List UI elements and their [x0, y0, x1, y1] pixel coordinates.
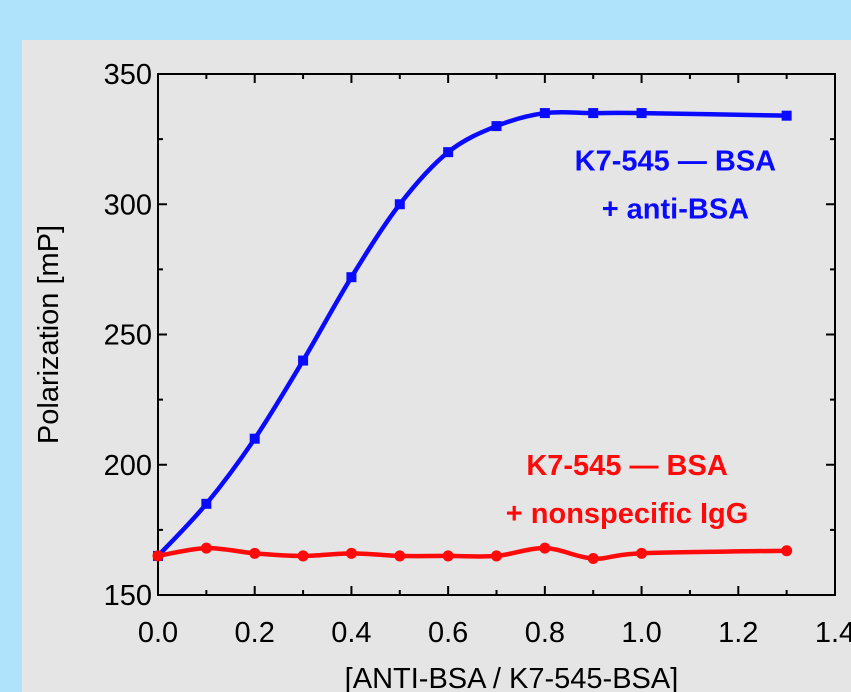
- series-1-point: [443, 147, 454, 158]
- series-1-annotation-line: K7-545 — BSA: [575, 145, 777, 177]
- x-axis-title: [ANTI-BSA / K7-545-BSA]: [345, 663, 679, 692]
- series-2-point: [539, 542, 551, 554]
- x-tick-label: 0.0: [138, 617, 178, 649]
- series-2-point: [394, 550, 406, 562]
- series-1-point: [588, 108, 599, 119]
- series-1-point: [346, 272, 357, 283]
- x-tick-label: 1.0: [621, 617, 661, 649]
- y-tick-label: 300: [104, 189, 152, 221]
- x-tick-label: 1.2: [718, 617, 758, 649]
- plot-panel: [22, 40, 851, 692]
- series-1-point: [394, 199, 405, 210]
- y-axis-title: Polarization [mP]: [33, 225, 65, 444]
- series-1-point: [201, 498, 212, 509]
- series-2-point: [491, 550, 502, 562]
- series-2-point: [345, 547, 357, 559]
- series-2-point: [200, 542, 212, 554]
- series-2-point: [636, 547, 648, 559]
- series-2-point: [297, 550, 309, 562]
- series-1-point: [298, 355, 309, 366]
- series-2-point: [781, 545, 793, 557]
- y-tick-label: 200: [104, 450, 152, 482]
- y-tick-label: 250: [104, 320, 152, 352]
- x-tick-label: 1.4: [815, 617, 851, 649]
- series-2-point: [442, 550, 454, 562]
- series-1-point: [539, 108, 550, 119]
- y-tick-label: 350: [104, 59, 152, 91]
- series-1-point: [491, 121, 502, 132]
- x-tick-label: 0.2: [235, 617, 275, 649]
- series-1-line: [155, 109, 789, 559]
- series-1-point: [636, 108, 647, 119]
- x-tick-label: 0.4: [331, 617, 371, 649]
- y-tick-label: 150: [104, 580, 152, 612]
- series-1-point: [249, 433, 260, 444]
- series-2-annotation-line: + nonspecific IgG: [506, 498, 749, 530]
- series-2-point: [587, 553, 599, 565]
- series-2-point: [152, 550, 164, 562]
- series-1-annotation-line: + anti-BSA: [602, 193, 749, 225]
- series-2-annotation-line: K7-545 — BSA: [526, 450, 728, 482]
- series-2-point: [249, 547, 261, 559]
- series-1-point: [781, 110, 792, 121]
- x-tick-label: 0.8: [525, 617, 565, 649]
- x-tick-label: 0.6: [428, 617, 468, 649]
